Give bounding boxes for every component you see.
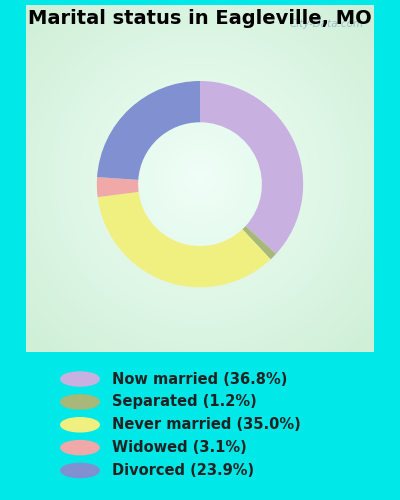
Text: Marital status in Eagleville, MO: Marital status in Eagleville, MO: [28, 9, 372, 28]
Wedge shape: [97, 81, 200, 180]
Circle shape: [61, 464, 99, 477]
Text: Widowed (3.1%): Widowed (3.1%): [112, 440, 247, 455]
Text: Never married (35.0%): Never married (35.0%): [112, 418, 301, 432]
Wedge shape: [242, 226, 276, 260]
Wedge shape: [200, 81, 303, 254]
Text: City-Data.com: City-Data.com: [289, 19, 363, 29]
Circle shape: [61, 418, 99, 432]
Text: Separated (1.2%): Separated (1.2%): [112, 394, 257, 409]
Circle shape: [61, 395, 99, 409]
Wedge shape: [98, 192, 271, 288]
Circle shape: [61, 372, 99, 386]
Text: Now married (36.8%): Now married (36.8%): [112, 372, 287, 386]
Text: Divorced (23.9%): Divorced (23.9%): [112, 463, 254, 478]
Circle shape: [61, 440, 99, 454]
Wedge shape: [97, 177, 138, 197]
